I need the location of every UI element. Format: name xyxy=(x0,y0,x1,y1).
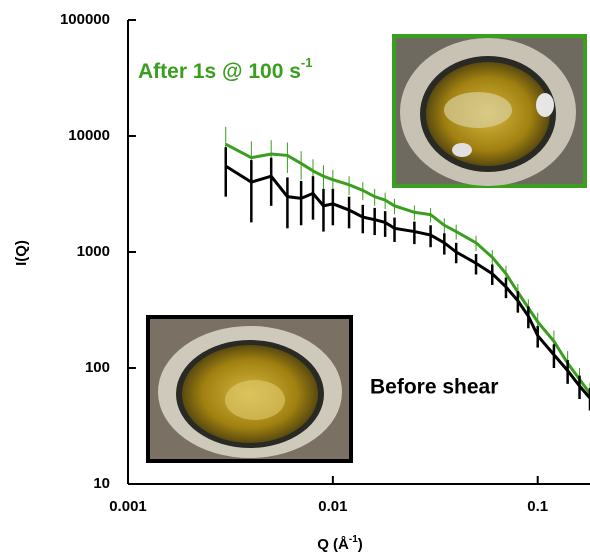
series xyxy=(224,147,590,411)
x-label-end: ) xyxy=(358,536,363,553)
y-tick-label: 10000 xyxy=(68,127,110,144)
x-label-sup: -1 xyxy=(349,534,358,545)
annotation-after: After 1s @ 100 s-1 xyxy=(138,55,312,82)
y-axis-label: I(Q) xyxy=(13,240,30,266)
y-tick-label: 100 xyxy=(85,359,110,376)
photo-after xyxy=(392,34,587,188)
annotation-text: After 1s @ 100 s xyxy=(138,60,301,83)
data-line xyxy=(225,142,590,395)
y-tick-label: 1000 xyxy=(77,243,110,260)
x-label-text: Q (Å xyxy=(317,536,349,553)
y-tick-label: 10 xyxy=(93,475,110,492)
x-axis-label: Q (Å-1) xyxy=(317,534,363,553)
annotation-sup: -1 xyxy=(301,55,313,70)
y-tick-label: 100000 xyxy=(60,11,110,28)
x-tick-label: 0.001 xyxy=(109,498,147,515)
x-tick-label: 0.01 xyxy=(318,498,347,515)
x-tick-label: 0.1 xyxy=(527,498,548,515)
photo-before xyxy=(146,315,353,463)
data-line xyxy=(224,164,590,400)
annotation-before: Before shear xyxy=(370,376,498,399)
